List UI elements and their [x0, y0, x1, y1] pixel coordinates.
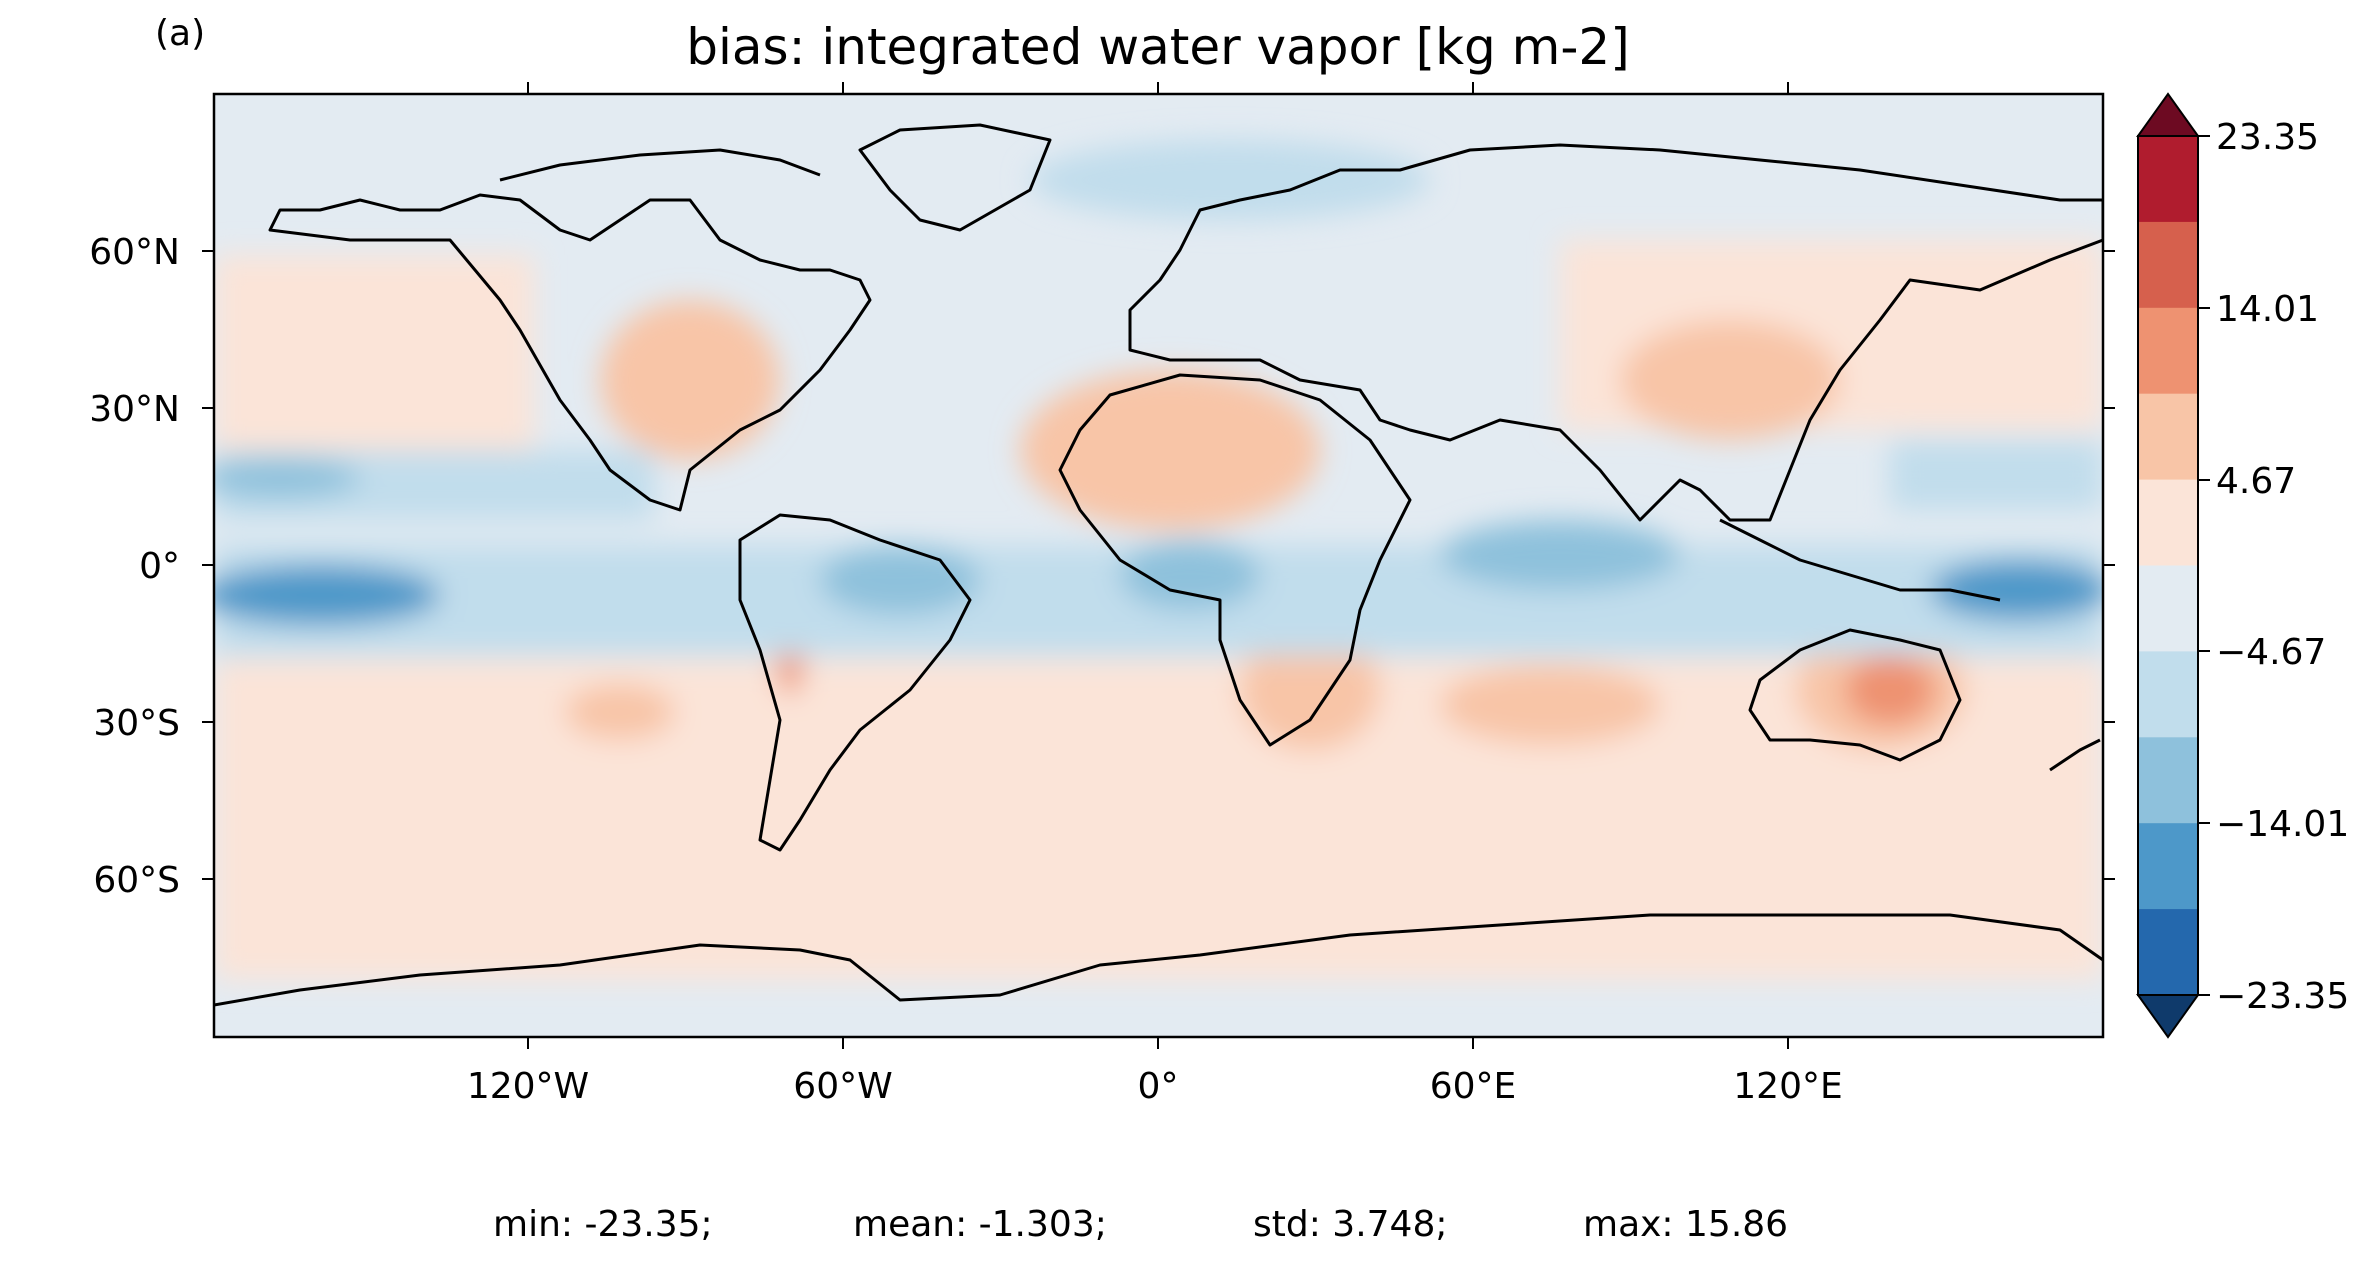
colorbar-segments — [2138, 136, 2198, 996]
colorbar-segment — [2138, 221, 2198, 309]
colorbar-segment — [2138, 479, 2198, 566]
coast-new-zealand — [2049, 738, 2101, 772]
lon-axis — [527, 82, 1789, 1049]
lat-label-60n: 60°N — [89, 232, 180, 273]
coast-antarctica — [214, 913, 2103, 1007]
map-title: bias: integrated water vapor [kg m-2] — [686, 18, 1629, 76]
stat-max: max: 15.86 — [1583, 1204, 1788, 1245]
lon-label-0: 0° — [1138, 1066, 1179, 1107]
cb-label-0: 23.35 — [2216, 117, 2319, 158]
colorbar-ticks — [2198, 135, 2210, 996]
colorbar-labels: 23.35 14.01 4.67 −4.67 −14.01 −23.35 — [2216, 117, 2349, 1017]
blob-nh-pacific-trades-deep — [214, 458, 360, 498]
blob-arctic-negative — [1030, 140, 1430, 220]
blob-east-pacific-deep — [214, 565, 440, 625]
colorbar-segment — [2138, 823, 2198, 910]
coast-maritime-continent — [1719, 518, 2001, 602]
stat-mean: mean: -1.303; — [853, 1204, 1107, 1245]
blob-southern-africa — [1240, 630, 1380, 750]
cb-label-3: −4.67 — [2216, 632, 2326, 673]
lat-label-30s: 30°S — [93, 703, 180, 744]
blob-west-pacific-deep — [1930, 560, 2103, 620]
blob-indian-deep — [1440, 520, 1680, 590]
stat-std: std: 3.748; — [1253, 1204, 1447, 1245]
colorbar-segment — [2138, 737, 2198, 824]
lat-label-0: 0° — [139, 546, 180, 587]
coast-south-america — [738, 513, 972, 852]
blob-indian-ocean — [1440, 665, 1660, 745]
blob-north-america — [600, 300, 780, 460]
colorbar-segment — [2138, 909, 2198, 996]
stats-line: min: -23.35; mean: -1.303; std: 3.748; m… — [493, 1204, 1788, 1245]
colorbar-extend-bottom — [2136, 994, 2200, 1039]
colorbar-segment — [2138, 307, 2198, 395]
lon-label-120w: 120°W — [467, 1066, 589, 1107]
coast-north-america — [268, 193, 872, 512]
lon-label-60e: 60°E — [1430, 1066, 1517, 1107]
band-sh-positive — [214, 660, 2103, 980]
cb-label-2: 4.67 — [2216, 461, 2296, 502]
colorbar-extend-top — [2136, 92, 2200, 137]
colorbar: 23.35 14.01 4.67 −4.67 −14.01 −23.35 — [2136, 92, 2349, 1039]
cb-label-5: −23.35 — [2216, 976, 2349, 1017]
band-west-pacific-trades — [1890, 440, 2103, 510]
band-nh-pacific-positive — [214, 255, 534, 455]
lon-label-60w: 60°W — [793, 1066, 892, 1107]
blob-sahara — [1020, 370, 1320, 530]
coast-eurasia — [1128, 143, 2103, 522]
coast-australia — [1748, 628, 1962, 762]
lat-label-30n: 30°N — [89, 389, 180, 430]
lon-label-120e: 120°E — [1733, 1066, 1842, 1107]
colorbar-segment — [2138, 136, 2198, 223]
coast-arctic-islands — [499, 148, 821, 182]
blob-congo — [1120, 540, 1260, 610]
cb-label-4: −14.01 — [2216, 804, 2349, 845]
bias-field — [214, 140, 2103, 980]
panel-label: (a) — [155, 13, 205, 54]
coast-africa — [1058, 373, 1412, 747]
coast-greenland — [858, 123, 1052, 232]
blob-east-asia — [1620, 320, 1840, 440]
lat-label-60s: 60°S — [93, 860, 180, 901]
colorbar-segment — [2138, 651, 2198, 738]
lon-labels: 120°W 60°W 0° 60°E 120°E — [467, 1066, 1843, 1107]
blob-south-atlantic — [565, 684, 675, 740]
cb-label-1: 14.01 — [2216, 289, 2319, 330]
blob-australia-core — [1845, 655, 1935, 725]
coastlines — [214, 123, 2103, 1007]
colorbar-segment — [2138, 393, 2198, 481]
colorbar-segment — [2138, 565, 2198, 652]
map-area — [214, 94, 2103, 1037]
colorbar-frame — [2137, 135, 2199, 996]
lat-labels: 60°N 30°N 0° 30°S 60°S — [89, 232, 180, 901]
stat-min: min: -23.35; — [493, 1204, 713, 1245]
lat-axis — [202, 250, 2115, 880]
